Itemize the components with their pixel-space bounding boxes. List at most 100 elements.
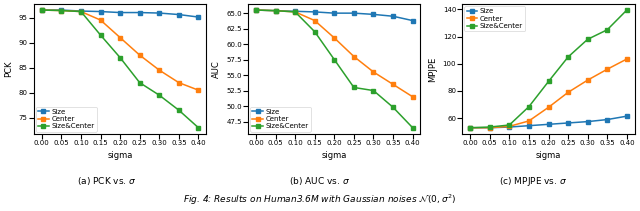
Size xyxy=(525,124,532,127)
Legend: Size, Center, Size&Center: Size, Center, Size&Center xyxy=(465,6,525,31)
Size&Center xyxy=(116,56,124,59)
Center xyxy=(330,37,338,39)
Size xyxy=(291,10,299,13)
Size xyxy=(350,12,358,14)
Text: Fig. 4: Results on Human3.6M with Gaussian noises $\mathcal{N}(0, \sigma^2)$: Fig. 4: Results on Human3.6M with Gaussi… xyxy=(184,192,456,207)
Size&Center xyxy=(311,30,319,33)
Y-axis label: MPJPE: MPJPE xyxy=(428,56,437,81)
Center xyxy=(623,58,630,60)
Size xyxy=(486,126,493,129)
Center xyxy=(77,10,85,13)
Center xyxy=(252,9,260,11)
Center xyxy=(311,19,319,22)
Size xyxy=(311,11,319,13)
Size xyxy=(545,123,552,126)
Center xyxy=(136,54,143,56)
Line: Size&Center: Size&Center xyxy=(468,8,628,130)
Center xyxy=(175,81,182,84)
Size xyxy=(409,19,417,22)
Line: Size: Size xyxy=(254,8,414,22)
Size&Center xyxy=(272,9,280,12)
Size xyxy=(38,9,45,11)
Line: Center: Center xyxy=(468,57,628,130)
Size&Center xyxy=(525,105,532,108)
Center xyxy=(291,11,299,13)
Line: Size: Size xyxy=(40,8,200,19)
Size&Center xyxy=(486,126,493,128)
Size&Center xyxy=(77,10,85,13)
Center xyxy=(389,83,397,86)
Size xyxy=(116,11,124,14)
Center xyxy=(97,19,104,21)
Center xyxy=(467,126,474,129)
Size&Center xyxy=(604,28,611,31)
Center xyxy=(116,36,124,39)
X-axis label: sigma: sigma xyxy=(536,151,561,160)
Line: Size&Center: Size&Center xyxy=(40,8,200,130)
Center xyxy=(564,91,572,94)
Text: (b) AUC vs. $\sigma$: (b) AUC vs. $\sigma$ xyxy=(289,175,351,187)
Text: (a) PCK vs. $\sigma$: (a) PCK vs. $\sigma$ xyxy=(77,175,136,187)
Size xyxy=(136,11,143,14)
Size xyxy=(564,122,572,124)
Size xyxy=(272,9,280,12)
Center xyxy=(409,96,417,98)
Center xyxy=(545,106,552,109)
Line: Size&Center: Size&Center xyxy=(254,8,414,130)
Size xyxy=(389,15,397,18)
Center xyxy=(38,9,45,11)
Center xyxy=(525,120,532,122)
Size xyxy=(370,13,378,16)
Size&Center xyxy=(370,89,378,92)
Center xyxy=(486,126,493,129)
Size&Center xyxy=(58,9,65,12)
Center xyxy=(604,68,611,70)
Size xyxy=(506,126,513,128)
Size&Center xyxy=(136,81,143,84)
Center xyxy=(195,89,202,91)
Size&Center xyxy=(545,80,552,83)
Size&Center xyxy=(409,126,417,129)
Center xyxy=(272,9,280,12)
Size&Center xyxy=(291,11,299,13)
Size xyxy=(58,9,65,11)
Legend: Size, Center, Size&Center: Size, Center, Size&Center xyxy=(250,107,311,131)
Size&Center xyxy=(564,56,572,58)
Size xyxy=(252,9,260,11)
Center xyxy=(156,69,163,71)
Text: (c) MPJPE vs. $\sigma$: (c) MPJPE vs. $\sigma$ xyxy=(499,175,568,188)
Size&Center xyxy=(467,126,474,129)
Size xyxy=(623,115,630,118)
Size&Center xyxy=(623,9,630,11)
Legend: Size, Center, Size&Center: Size, Center, Size&Center xyxy=(36,107,97,131)
Size xyxy=(195,16,202,18)
Size&Center xyxy=(506,124,513,126)
Center xyxy=(58,9,65,12)
Size xyxy=(97,10,104,13)
Size xyxy=(175,13,182,16)
Y-axis label: PCK: PCK xyxy=(4,61,13,77)
Size xyxy=(604,118,611,121)
X-axis label: sigma: sigma xyxy=(108,151,133,160)
Center xyxy=(506,125,513,128)
Size xyxy=(467,126,474,129)
Size xyxy=(77,10,85,12)
Size&Center xyxy=(350,86,358,89)
Size&Center xyxy=(38,9,45,11)
Size xyxy=(584,120,591,123)
Size&Center xyxy=(584,38,591,41)
Line: Size: Size xyxy=(468,114,628,130)
Size&Center xyxy=(156,94,163,96)
Y-axis label: AUC: AUC xyxy=(212,60,221,78)
Center xyxy=(584,79,591,81)
Size&Center xyxy=(330,58,338,61)
Line: Center: Center xyxy=(40,8,200,92)
Size&Center xyxy=(175,109,182,111)
Size&Center xyxy=(195,126,202,129)
Size xyxy=(330,12,338,14)
Center xyxy=(350,55,358,58)
X-axis label: sigma: sigma xyxy=(322,151,347,160)
Line: Center: Center xyxy=(254,8,414,99)
Size&Center xyxy=(252,9,260,11)
Size&Center xyxy=(97,34,104,36)
